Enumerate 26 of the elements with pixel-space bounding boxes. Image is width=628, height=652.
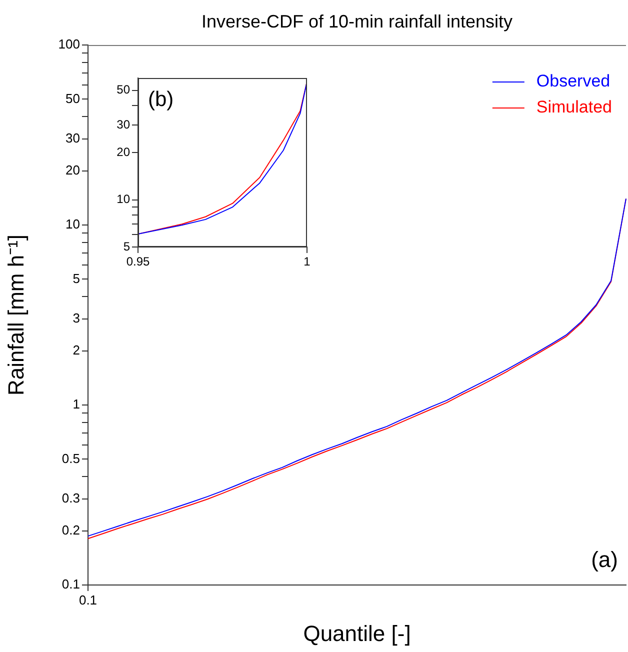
y-tick-label: 0.3 — [62, 490, 80, 506]
legend-label: Simulated — [536, 98, 612, 117]
y-tick-label: 10 — [66, 216, 80, 232]
annotation: (a) — [591, 547, 618, 572]
x-tick-label: 0.95 — [126, 254, 150, 269]
y-tick-label: 0.5 — [62, 450, 80, 466]
y-tick-label: 1 — [72, 396, 80, 412]
y-axis-title: Rainfall [mm h⁻¹] — [3, 234, 28, 396]
y-tick-label: 0.1 — [62, 576, 80, 592]
y-tick-label: 0.2 — [62, 522, 80, 538]
y-tick-label: 5 — [72, 270, 80, 286]
chart-title: Inverse-CDF of 10-min rainfall intensity — [201, 11, 513, 32]
y-tick-label: 3 — [72, 310, 80, 326]
y-tick-label: 50 — [116, 82, 130, 97]
y-tick-label: 10 — [116, 192, 130, 206]
y-tick-label: 50 — [66, 90, 80, 106]
x-axis-title: Quantile [-] — [303, 620, 411, 646]
y-tick-label: 30 — [116, 117, 130, 132]
y-tick-label: 2 — [72, 342, 80, 358]
legend-label: Observed — [536, 72, 610, 91]
y-tick-label: 30 — [66, 130, 80, 146]
y-tick-label: 100 — [58, 36, 80, 52]
y-tick-label: 20 — [116, 145, 130, 160]
y-tick-label: 20 — [66, 162, 80, 178]
y-tick-label: 5 — [123, 239, 130, 254]
annotation: (b) — [148, 88, 174, 111]
